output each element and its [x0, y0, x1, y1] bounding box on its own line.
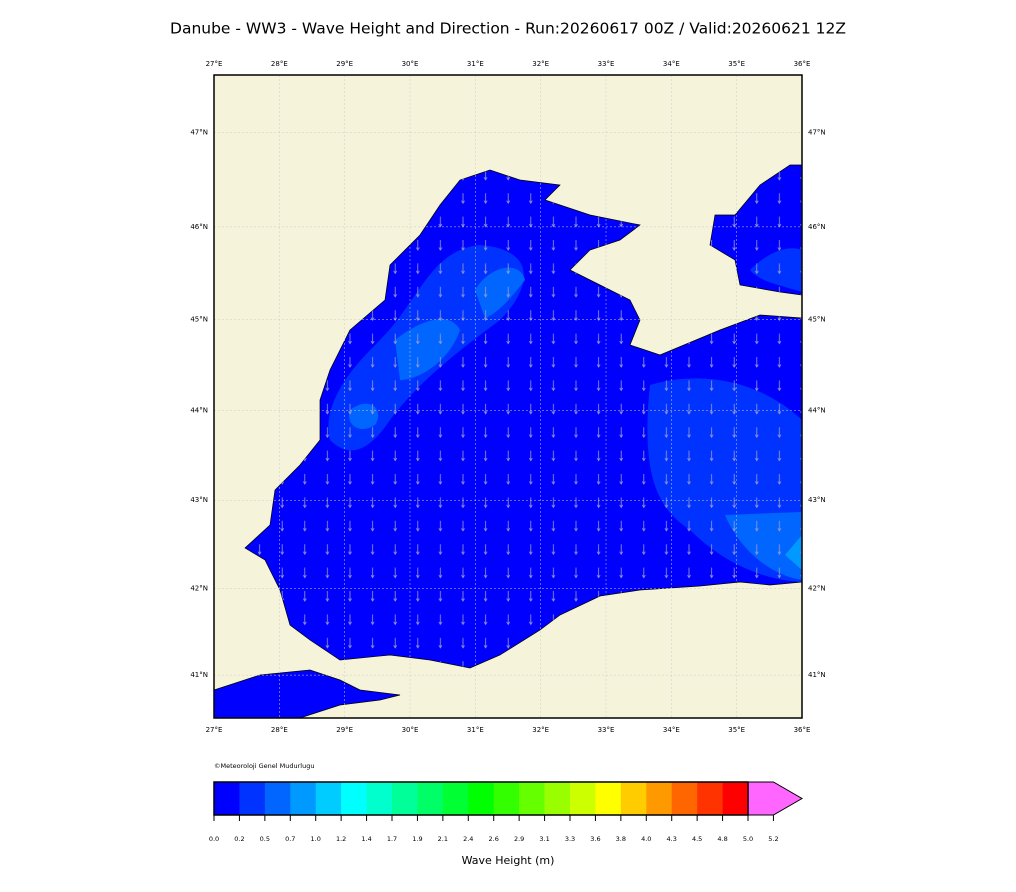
colorbar-swatch: [366, 782, 393, 815]
colorbar-swatch: [722, 782, 749, 815]
x-tick-label: 28°E: [271, 726, 288, 734]
colorbar-tick-label: 0.0: [209, 835, 219, 843]
colorbar-tick-label: 0.5: [260, 835, 270, 843]
y-tick-label: 44°N: [190, 407, 208, 415]
y-tick-label: 46°N: [808, 223, 826, 231]
colorbar-tick-label: 3.8: [616, 835, 626, 843]
colorbar-swatch: [570, 782, 596, 815]
colorbar-swatch: [620, 782, 647, 815]
colorbar-swatch: [214, 782, 240, 815]
x-tick-label: 35°E: [728, 726, 745, 734]
colorbar-tick-label: 4.5: [692, 835, 702, 843]
colorbar-tick-label: 4.0: [641, 835, 651, 843]
x-tick-label: 27°E: [206, 726, 223, 734]
colorbar-tick-label: 2.6: [489, 835, 499, 843]
colorbar-tick-label: 4.8: [717, 835, 727, 843]
graticule: [214, 75, 802, 718]
colorbar-swatch: [341, 782, 367, 815]
x-tick-label: 32°E: [532, 726, 549, 734]
x-tick-label: 30°E: [402, 726, 419, 734]
colorbar-tick-label: 5.0: [743, 835, 753, 843]
colorbar: 0.0 0.2 0.5 0.7 1.0 1.2 1.4 1.7 1.9 2.1 2.4 2.6 2.9 3…: [209, 781, 803, 843]
colorbar-swatch: [468, 782, 495, 815]
colorbar-tick-label: 1.7: [387, 835, 397, 843]
y-tick-label: 47°N: [808, 128, 826, 136]
y-tick-label: 41°N: [808, 671, 826, 679]
colorbar-swatch: [544, 782, 571, 815]
y-tick-label: 45°N: [190, 316, 208, 324]
title: Danube - WW3 - Wave Height and Direction…: [170, 20, 846, 38]
colorbar-swatch: [392, 782, 418, 815]
colorbar-tick-label: 2.9: [514, 835, 524, 843]
y-tick-label: 44°N: [808, 407, 826, 415]
x-tick-label: 36°E: [794, 60, 811, 68]
colorbar-swatch: [646, 782, 673, 815]
colorbar-swatch: [697, 782, 723, 815]
x-tick-label: 35°E: [728, 60, 745, 68]
y-tick-label: 42°N: [190, 584, 208, 592]
colorbar-tick-label: 1.0: [311, 835, 321, 843]
colorbar-tick-label: 0.2: [234, 835, 244, 843]
colorbar-tick-label: 3.3: [565, 835, 575, 843]
colorbar-swatch: [290, 782, 317, 815]
map-frame: [213, 74, 803, 719]
x-tick-label: 30°E: [402, 60, 419, 68]
x-tick-label: 29°E: [336, 60, 353, 68]
x-tick-label: 27°E: [206, 60, 223, 68]
map: [214, 75, 802, 718]
credit: ©Meteoroloji Genel Mudurlugu: [214, 762, 314, 770]
colorbar-swatch: [493, 782, 520, 815]
colorbar-swatch: [519, 782, 545, 815]
colorbar-tick-label: 0.7: [285, 835, 295, 843]
y-tick-label: 43°N: [190, 496, 208, 504]
colorbar-frame: [213, 781, 749, 816]
x-tick-label: 28°E: [271, 60, 288, 68]
x-tick-label: 34°E: [663, 60, 680, 68]
colorbar-swatch: [264, 782, 291, 815]
x-tick-label: 29°E: [336, 726, 353, 734]
y-tick-label: 43°N: [808, 496, 826, 504]
colorbar-tick-label: 2.1: [438, 835, 448, 843]
y-tick-label: 47°N: [190, 128, 208, 136]
wave-direction-arrows: [245, 165, 802, 668]
colorbar-swatch: [671, 782, 698, 815]
colorbar-tick-label: 2.4: [463, 835, 473, 843]
colorbar-swatch: [239, 782, 266, 815]
x-tick-label: 33°E: [598, 726, 615, 734]
colorbar-tick-label: 3.6: [590, 835, 600, 843]
y-tick-label: 41°N: [190, 671, 208, 679]
colorbar-swatch: [315, 782, 342, 815]
colorbar-tick-label: 4.3: [667, 835, 677, 843]
colorbar-tick-label: 1.2: [336, 835, 346, 843]
y-tick-label: 45°N: [808, 316, 826, 324]
y-tick-label: 42°N: [808, 584, 826, 592]
colorbar-swatch: [417, 782, 444, 815]
colorbar-extend: [747, 781, 803, 816]
colorbar-tick-label: 3.1: [539, 835, 549, 843]
x-tick-label: 31°E: [467, 60, 484, 68]
colorbar-tick-label: 5.2: [768, 835, 778, 843]
colorbar-swatch: [595, 782, 622, 815]
y-tick-label: 46°N: [190, 223, 208, 231]
colorbar-tick-label: 1.4: [361, 835, 371, 843]
x-tick-label: 34°E: [663, 726, 680, 734]
colorbar-tick-label: 1.9: [412, 835, 422, 843]
x-tick-label: 36°E: [794, 726, 811, 734]
colorbar-swatch: [442, 782, 469, 815]
colorbar-label: Wave Height (m): [462, 854, 555, 867]
x-tick-label: 32°E: [532, 60, 549, 68]
axis-labels: 27°E 27°E 28°E 28°E 29°E 29°E 30°E 30°E 31°E 31°E…: [190, 60, 825, 734]
x-tick-label: 33°E: [598, 60, 615, 68]
x-tick-label: 31°E: [467, 726, 484, 734]
